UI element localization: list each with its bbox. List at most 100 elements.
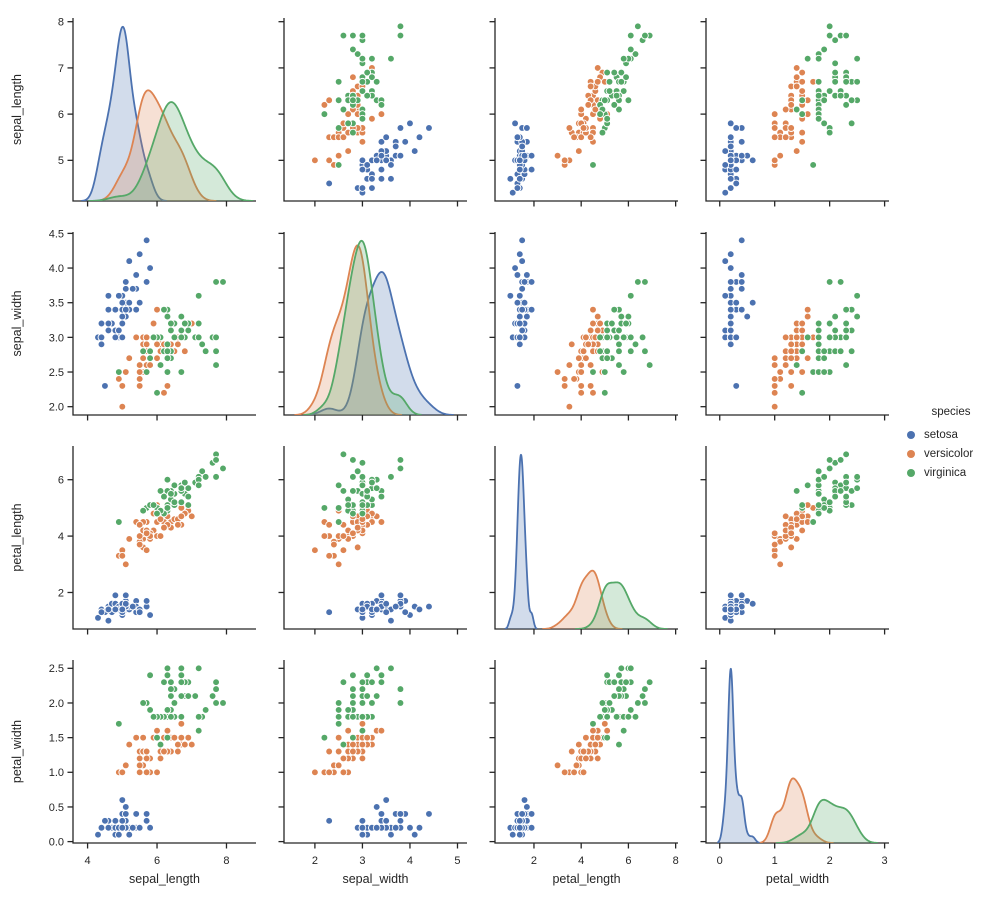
data-point <box>842 305 850 314</box>
data-point <box>589 726 597 735</box>
data-point <box>153 340 161 349</box>
data-point <box>344 119 353 128</box>
data-point <box>377 101 386 109</box>
data-point <box>615 340 623 349</box>
data-point <box>377 678 386 687</box>
data-point <box>523 124 531 132</box>
data-point <box>593 754 602 763</box>
data-point <box>160 747 168 756</box>
data-point <box>396 464 405 473</box>
data-point <box>615 105 623 114</box>
data-point <box>608 319 616 328</box>
data-point <box>726 184 735 192</box>
data-point <box>163 664 172 673</box>
data-point <box>163 340 172 349</box>
data-layer <box>311 664 433 839</box>
data-point <box>135 540 144 549</box>
data-point <box>97 333 106 342</box>
data-point <box>153 388 161 397</box>
data-point <box>160 523 168 532</box>
data-point <box>781 333 790 342</box>
data-point <box>726 319 735 328</box>
data-layer <box>506 236 654 411</box>
data-point <box>584 101 593 109</box>
data-point <box>334 761 343 770</box>
data-point <box>577 388 586 397</box>
data-point <box>135 608 144 617</box>
data-point <box>579 768 588 777</box>
data-point <box>770 124 779 132</box>
data-point <box>153 726 161 735</box>
data-point <box>641 31 649 40</box>
data-point <box>831 492 839 501</box>
data-point <box>372 605 381 614</box>
data-point <box>631 50 640 58</box>
data-point <box>135 298 144 307</box>
data-point <box>212 473 220 481</box>
data-point <box>726 305 735 314</box>
data-point <box>97 319 106 328</box>
data-point <box>118 551 127 560</box>
subplot-sepal_length-vs-sepal_width <box>278 18 467 207</box>
data-point <box>726 591 735 600</box>
data-point <box>825 456 834 464</box>
data-layer <box>506 22 654 197</box>
data-point <box>831 36 839 45</box>
data-point <box>814 114 823 123</box>
data-point <box>803 305 812 314</box>
data-point <box>513 271 522 279</box>
data-point <box>114 375 123 383</box>
data-point <box>135 754 144 763</box>
scatter-versicolor <box>553 712 612 777</box>
data-point <box>142 816 151 825</box>
data-point <box>825 87 834 95</box>
data-point <box>377 174 386 183</box>
data-point <box>406 119 414 128</box>
data-point <box>836 487 845 495</box>
data-point <box>153 509 161 518</box>
data-point <box>94 614 102 622</box>
data-point <box>177 692 186 700</box>
data-point <box>820 354 829 363</box>
data-point <box>600 388 609 397</box>
data-point <box>589 388 597 397</box>
data-point <box>579 347 588 356</box>
data-point <box>615 671 623 680</box>
data-point <box>748 298 757 307</box>
data-point <box>194 664 203 673</box>
data-point <box>174 740 182 749</box>
data-point <box>787 347 796 356</box>
data-point <box>334 719 343 728</box>
data-point <box>814 54 823 63</box>
data-point <box>726 312 735 321</box>
x-tick-label: 6 <box>625 855 631 867</box>
data-point <box>358 754 367 763</box>
data-point <box>781 361 790 369</box>
kde-area-versicolor <box>542 570 623 629</box>
data-point <box>634 699 642 707</box>
data-point <box>387 664 395 673</box>
data-point <box>515 312 524 321</box>
data-point <box>410 147 419 155</box>
data-point <box>798 368 807 376</box>
data-point <box>167 692 175 700</box>
subplot-sepal_length-vs-petal_width <box>700 18 889 207</box>
x-axis-title-sepal_length: sepal_length <box>129 872 200 886</box>
data-point <box>798 110 807 118</box>
data-point <box>619 333 628 342</box>
data-point <box>825 464 834 473</box>
data-point <box>334 733 343 742</box>
data-point <box>349 96 357 105</box>
data-point <box>212 685 220 693</box>
data-point <box>737 151 746 160</box>
data-point <box>339 754 348 763</box>
subplot-petal_length-vs-petal_width <box>700 446 889 635</box>
data-point <box>820 45 829 54</box>
data-point <box>325 156 334 165</box>
data-point <box>177 498 186 507</box>
data-point <box>634 22 642 31</box>
data-point <box>146 611 154 619</box>
data-point <box>515 156 524 165</box>
data-point <box>515 165 524 174</box>
kde-curve-virginica <box>303 239 422 415</box>
